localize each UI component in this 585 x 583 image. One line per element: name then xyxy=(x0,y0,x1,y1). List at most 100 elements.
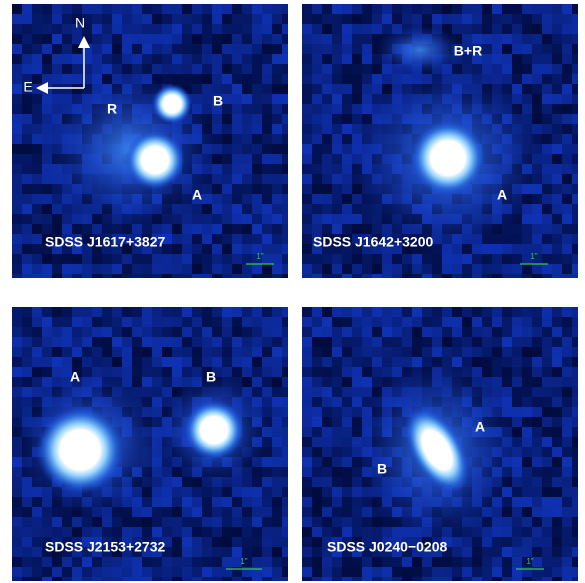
pixel xyxy=(152,567,162,577)
pixel xyxy=(62,74,72,84)
pixel xyxy=(252,577,262,583)
pixel xyxy=(552,357,562,367)
pixel xyxy=(322,214,332,224)
pixel xyxy=(52,357,62,367)
pixel xyxy=(52,307,62,317)
pixel xyxy=(92,557,102,567)
pixel xyxy=(532,317,542,327)
pixel xyxy=(482,54,492,64)
pixel xyxy=(202,54,212,64)
pixel xyxy=(252,204,262,214)
pixel xyxy=(92,317,102,327)
pixel xyxy=(192,577,202,583)
pixel xyxy=(232,537,242,547)
pixel xyxy=(502,567,512,577)
pixel xyxy=(72,214,82,224)
pixel xyxy=(42,14,52,24)
pixel xyxy=(342,4,352,14)
pixel xyxy=(312,477,322,487)
pixel xyxy=(162,254,172,264)
pixel xyxy=(552,547,562,557)
pixel xyxy=(522,427,532,437)
pixel xyxy=(512,244,522,254)
pixel xyxy=(242,337,252,347)
pixel xyxy=(402,317,412,327)
pixel xyxy=(42,104,52,114)
pixel xyxy=(22,174,32,184)
pixel xyxy=(52,557,62,567)
pixel xyxy=(282,547,292,557)
pixel xyxy=(262,487,272,497)
pixel xyxy=(262,547,272,557)
pixel xyxy=(372,307,382,317)
pixel xyxy=(222,214,232,224)
pixel xyxy=(252,264,262,274)
pixel xyxy=(322,4,332,14)
pixel xyxy=(202,14,212,24)
pixel xyxy=(362,367,372,377)
pixel xyxy=(282,377,292,387)
pixel xyxy=(312,317,322,327)
pixel xyxy=(572,337,582,347)
pixel xyxy=(272,224,282,234)
pixel xyxy=(122,34,132,44)
pixel xyxy=(472,14,482,24)
pixel xyxy=(302,164,312,174)
pixel xyxy=(312,437,322,447)
pixel xyxy=(312,64,322,74)
pixel xyxy=(222,164,232,174)
pixel xyxy=(282,367,292,377)
pixel xyxy=(352,44,362,54)
pixel xyxy=(12,407,22,417)
pixel xyxy=(302,447,312,457)
pixel xyxy=(512,317,522,327)
pixel xyxy=(182,214,192,224)
pixel xyxy=(362,317,372,327)
pixel xyxy=(232,114,242,124)
pixel xyxy=(232,104,242,114)
pixel xyxy=(312,134,322,144)
pixel xyxy=(342,14,352,24)
pixel xyxy=(302,537,312,547)
pixel xyxy=(202,497,212,507)
pixel xyxy=(322,407,332,417)
pixel xyxy=(282,154,292,164)
pixel xyxy=(242,244,252,254)
pixel xyxy=(12,194,22,204)
pixel xyxy=(572,517,582,527)
pixel xyxy=(552,407,562,417)
pixel xyxy=(192,547,202,557)
pixel xyxy=(12,537,22,547)
pixel xyxy=(342,194,352,204)
pixel xyxy=(142,357,152,367)
pixel xyxy=(322,204,332,214)
pixel xyxy=(322,477,332,487)
pixel xyxy=(372,527,382,537)
pixel xyxy=(52,274,62,284)
pixel xyxy=(182,24,192,34)
pixel xyxy=(262,144,272,154)
pixel xyxy=(232,234,242,244)
pixel xyxy=(302,397,312,407)
pixel xyxy=(332,497,342,507)
pixel xyxy=(242,527,252,537)
pixel xyxy=(342,447,352,457)
pixel xyxy=(342,84,352,94)
pixel xyxy=(462,254,472,264)
pixel xyxy=(482,357,492,367)
pixel xyxy=(332,174,342,184)
pixel xyxy=(302,214,312,224)
pixel xyxy=(282,244,292,254)
pixel xyxy=(542,244,552,254)
pixel xyxy=(162,307,172,317)
pixel xyxy=(112,527,122,537)
pixel xyxy=(462,557,472,567)
pixel xyxy=(572,174,582,184)
pixel xyxy=(312,407,322,417)
pixel xyxy=(172,224,182,234)
pixel xyxy=(382,274,392,284)
pixel xyxy=(512,34,522,44)
pixel xyxy=(492,567,502,577)
pixel xyxy=(12,317,22,327)
pixel xyxy=(142,44,152,54)
